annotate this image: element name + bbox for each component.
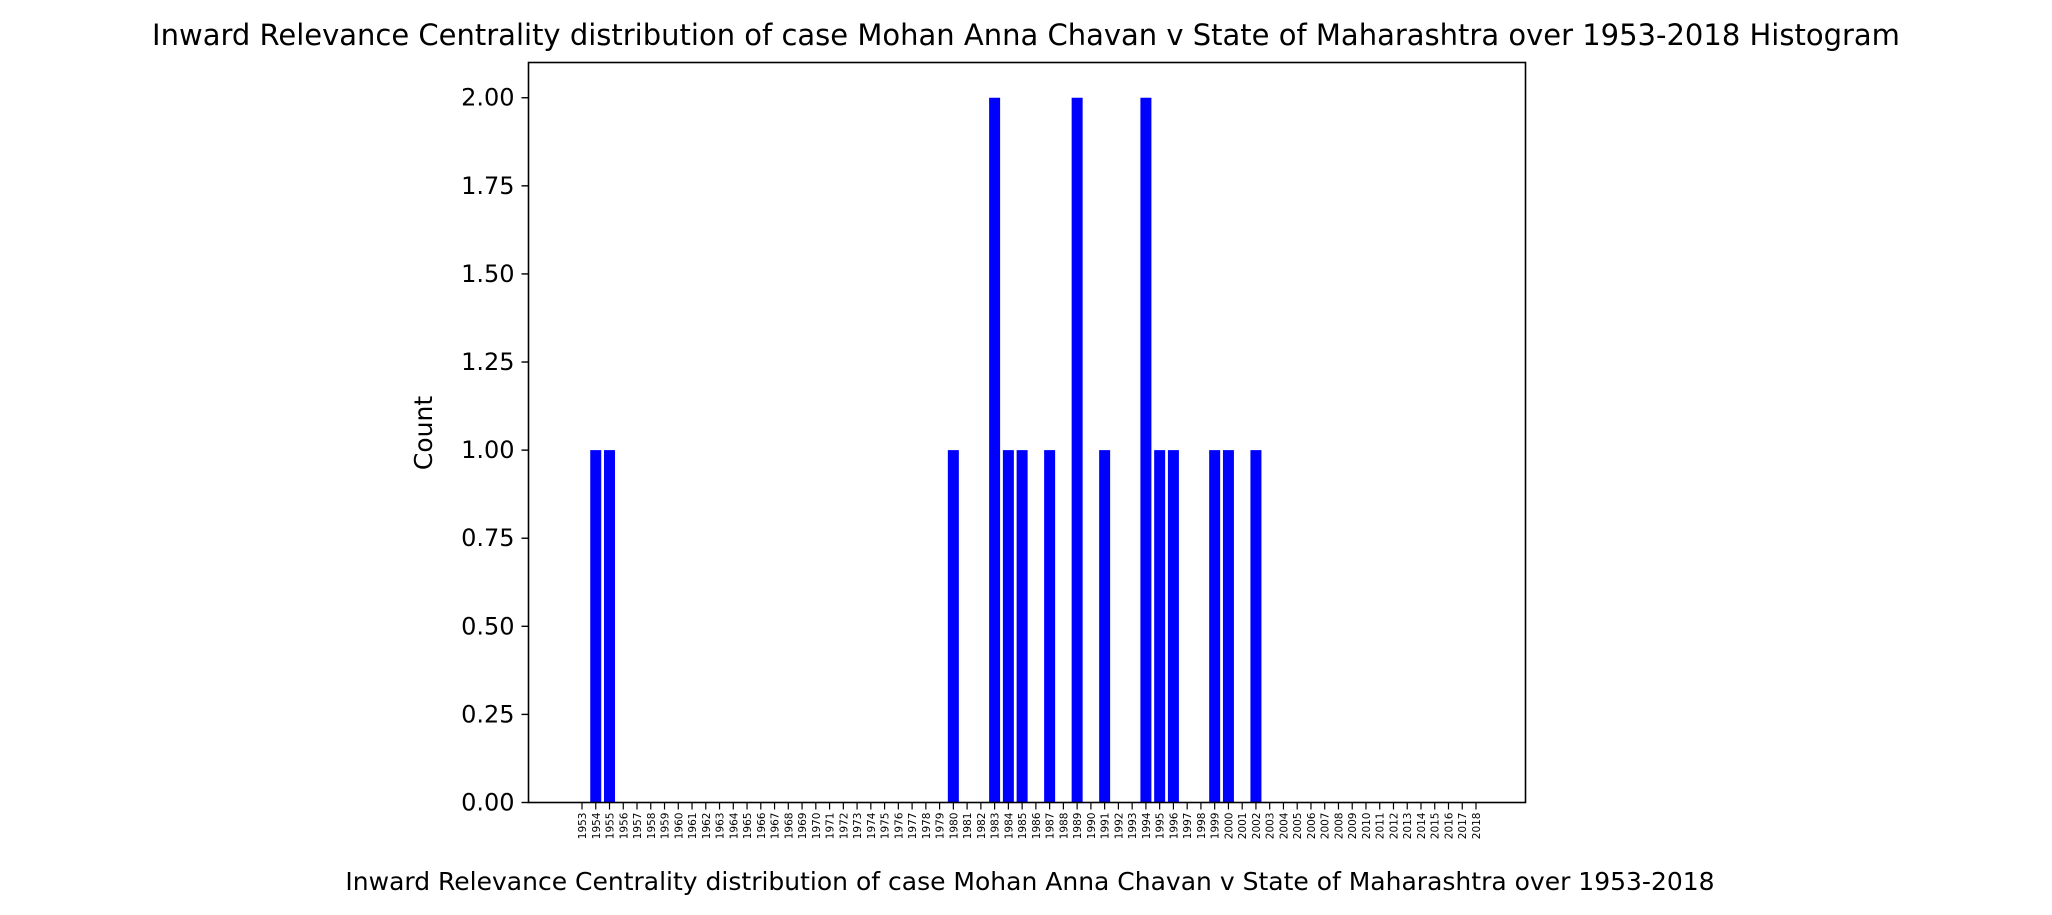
bar-1991	[1099, 450, 1111, 803]
x-tick-label: 1991	[1100, 813, 1112, 840]
x-tick-label: 1982	[976, 813, 988, 840]
x-tick-label: 1960	[673, 813, 685, 840]
x-tick-label: 2012	[1388, 813, 1400, 840]
y-axis-label: Count	[409, 396, 438, 470]
x-tick-label: 1997	[1182, 813, 1194, 840]
x-tick-label: 2015	[1430, 813, 1442, 840]
x-tick-label: 2001	[1237, 813, 1249, 840]
x-tick-label: 2000	[1223, 813, 1235, 840]
x-tick-label: 1988	[1058, 813, 1070, 840]
x-tick-label: 1971	[825, 813, 837, 840]
x-tick-label: 2013	[1402, 813, 1414, 840]
y-tick-label: 1.00	[461, 436, 514, 464]
x-tick-label: 2017	[1457, 813, 1469, 840]
x-tick-label: 2007	[1320, 813, 1332, 840]
x-tick-label: 1993	[1127, 813, 1139, 840]
x-tick-label: 1981	[962, 813, 974, 840]
x-tick-label: 2008	[1333, 813, 1345, 840]
y-tick-label: 1.50	[461, 260, 514, 288]
x-tick-label: 1983	[990, 813, 1002, 840]
x-tick-label: 1959	[660, 813, 672, 840]
x-tick-label: 1978	[921, 813, 933, 840]
x-tick-label: 1975	[880, 813, 892, 840]
bars-layer	[590, 97, 1262, 803]
x-tick-label: 1985	[1017, 813, 1029, 840]
x-tick-label: 1966	[756, 812, 768, 839]
x-tick-label: 1998	[1196, 813, 1208, 840]
y-tick-label: 2.00	[461, 84, 514, 112]
x-tick-label: 1976	[893, 812, 905, 839]
x-tick-label: 1953	[577, 813, 589, 840]
x-tick-label: 1954	[591, 812, 603, 839]
bar-1996	[1167, 450, 1179, 803]
x-tick-label: 1974	[866, 812, 878, 839]
x-tick-label: 1961	[687, 813, 699, 840]
y-tick-label: 0.00	[461, 789, 514, 817]
x-tick-label: 1964	[728, 812, 740, 839]
y-tick-label: 1.25	[461, 348, 514, 376]
x-tick-label: 1972	[838, 813, 850, 840]
x-tick-label: 2014	[1416, 812, 1428, 839]
x-tick-label: 1977	[907, 813, 919, 840]
x-tick-label: 1967	[770, 813, 782, 840]
bar-1980	[947, 450, 959, 803]
x-tick-label: 1955	[605, 813, 617, 840]
chart-title: Inward Relevance Centrality distribution…	[152, 18, 1900, 52]
y-axis-ticks: 0.00 0.25 0.50 0.75 1.00 1.25 1.50 1.75 2.00	[461, 84, 529, 817]
x-tick-label: 1956	[618, 812, 630, 839]
x-axis-label: Inward Relevance Centrality distribution…	[345, 867, 1714, 896]
x-tick-label: 1989	[1072, 813, 1084, 840]
x-tick-label: 1984	[1003, 812, 1015, 839]
bar-1987	[1044, 450, 1056, 803]
bar-1984	[1002, 450, 1014, 803]
bar-1995	[1154, 450, 1166, 803]
x-axis-ticks: 1953 1954 1955 1956 1957 1958 1959 1960 1961 1962…	[577, 802, 1483, 840]
x-tick-label: 1987	[1045, 813, 1057, 840]
bar-2002	[1250, 450, 1262, 803]
x-tick-label: 2018	[1471, 813, 1483, 840]
x-tick-label: 1979	[935, 813, 947, 840]
plot-frame	[527, 61, 1527, 804]
x-tick-label: 2006	[1306, 812, 1318, 839]
bar-1999	[1209, 450, 1221, 803]
x-tick-label: 1999	[1210, 813, 1222, 840]
y-tick-label: 0.50	[461, 612, 514, 640]
x-tick-label: 1962	[701, 813, 713, 840]
x-tick-label: 1968	[783, 813, 795, 840]
x-tick-label: 2009	[1347, 813, 1359, 840]
bar-1954	[590, 450, 602, 803]
y-tick-label: 1.75	[461, 172, 514, 200]
x-tick-label: 1969	[797, 813, 809, 840]
x-tick-label: 2010	[1361, 813, 1373, 840]
x-tick-label: 1990	[1086, 813, 1098, 840]
x-tick-label: 1992	[1113, 813, 1125, 840]
y-tick-label: 0.25	[461, 700, 514, 728]
x-tick-label: 2002	[1251, 813, 1263, 840]
x-tick-label: 2011	[1375, 813, 1387, 840]
x-tick-label: 1957	[632, 813, 644, 840]
x-tick-label: 1980	[948, 813, 960, 840]
x-tick-label: 1973	[852, 813, 864, 840]
x-tick-label: 2004	[1278, 812, 1290, 839]
bar-1983	[989, 97, 1001, 803]
x-tick-label: 1986	[1031, 812, 1043, 839]
x-tick-label: 1970	[811, 813, 823, 840]
bar-1994	[1140, 97, 1152, 803]
x-tick-label: 1994	[1141, 812, 1153, 839]
x-tick-label: 1995	[1155, 813, 1167, 840]
bar-1955	[604, 450, 616, 803]
x-tick-label: 2016	[1443, 812, 1455, 839]
bar-1985	[1016, 450, 1028, 803]
x-tick-label: 1958	[646, 813, 658, 840]
x-tick-label: 2003	[1265, 813, 1277, 840]
bar-2000	[1222, 450, 1234, 803]
y-tick-label: 0.75	[461, 524, 514, 552]
x-tick-label: 1963	[715, 813, 727, 840]
x-tick-label: 1965	[742, 813, 754, 840]
bar-1989	[1071, 97, 1083, 803]
x-tick-label: 1996	[1168, 812, 1180, 839]
x-tick-label: 2005	[1292, 813, 1304, 840]
